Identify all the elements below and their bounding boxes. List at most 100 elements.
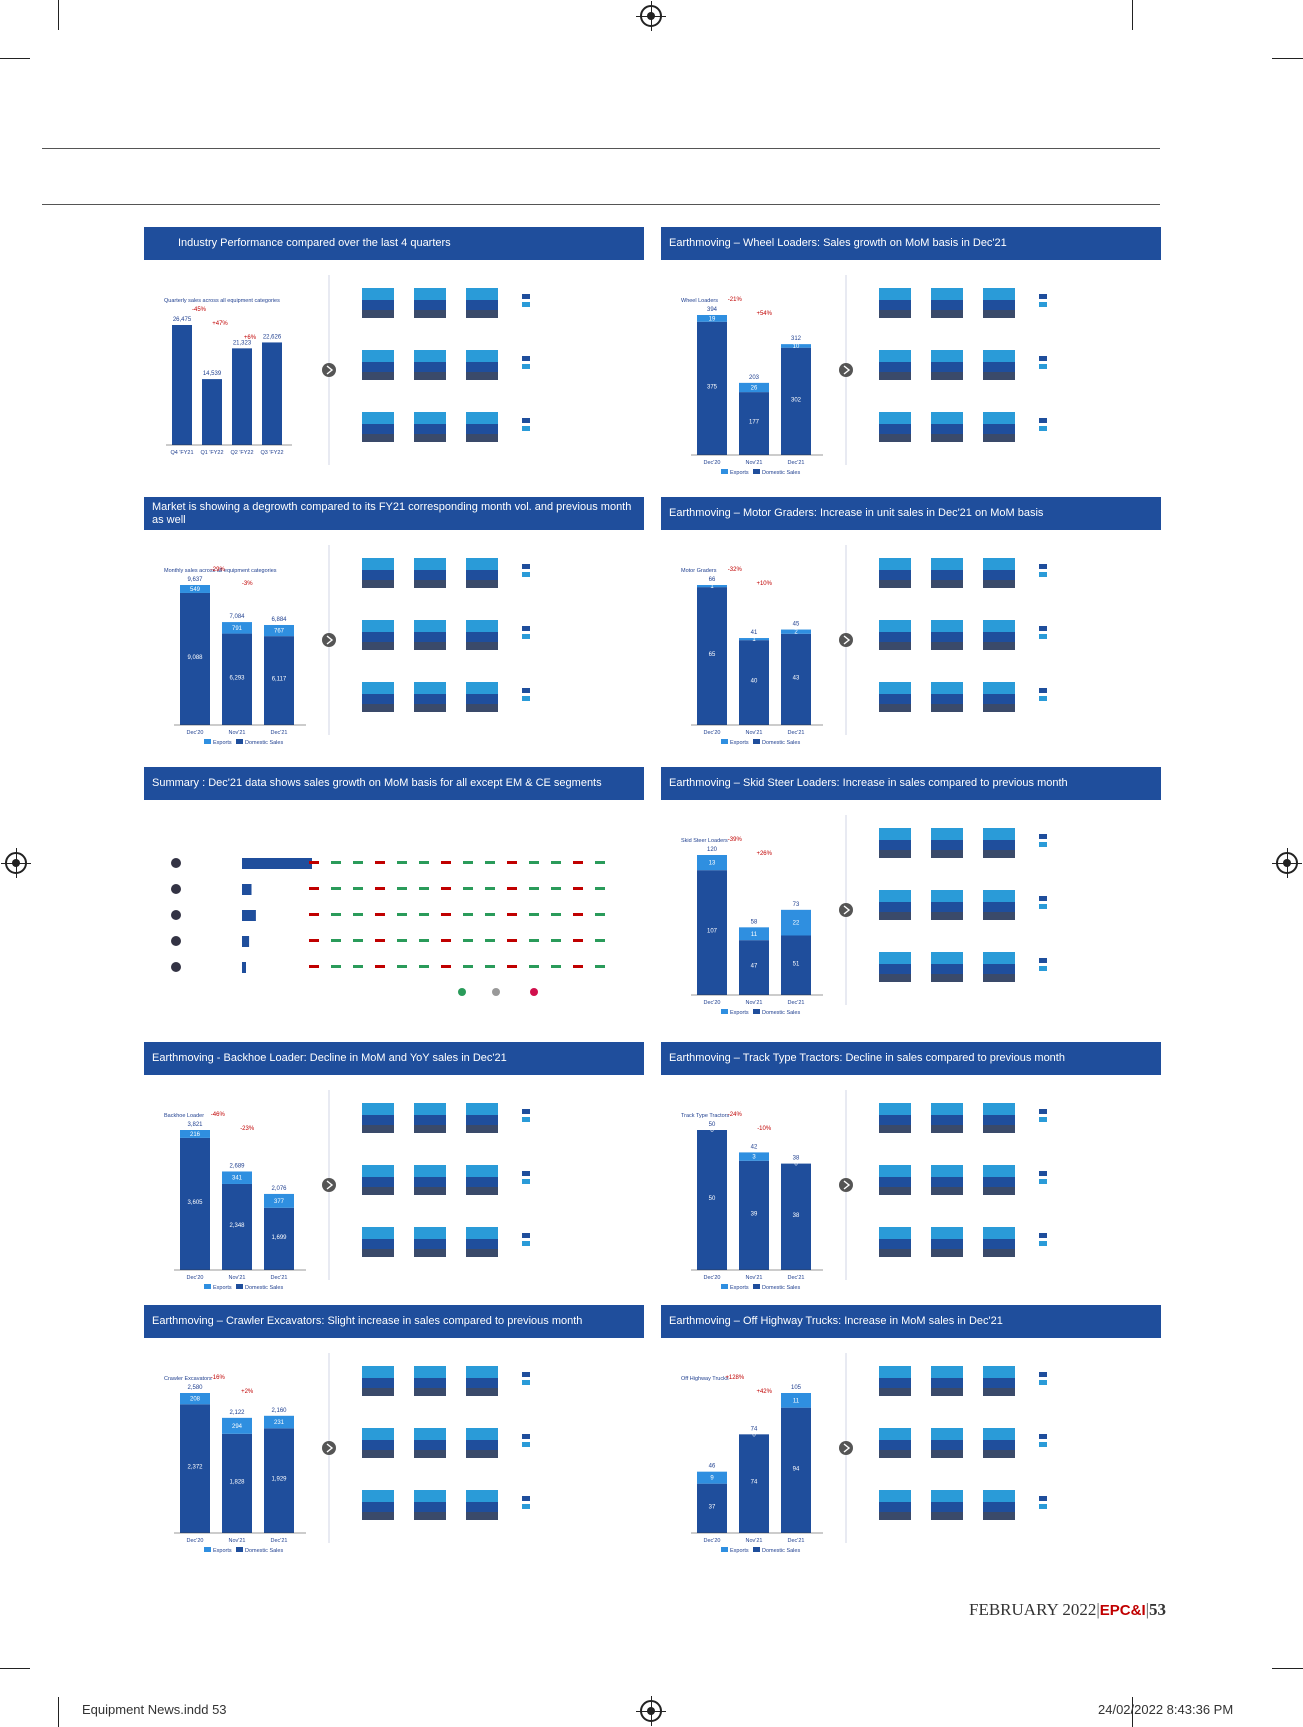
mini-bar-segment	[466, 570, 498, 580]
mini-bar-segment	[931, 620, 963, 632]
bar-total-label: 46	[709, 1464, 716, 1470]
mini-legend-swatch	[522, 564, 530, 569]
x-tick-label: Dec'21	[788, 1000, 805, 1006]
mini-bar-segment	[414, 1187, 446, 1195]
mini-bar-segment	[466, 1490, 498, 1502]
summary-cell	[309, 913, 319, 916]
bar-label-domestic: 1,828	[229, 1479, 245, 1485]
mini-bar-segment	[879, 434, 911, 442]
mini-legend-swatch	[1039, 364, 1047, 369]
change-annotation: +47%	[212, 321, 228, 327]
mini-bar-segment	[879, 902, 911, 912]
summary-cell	[595, 887, 605, 890]
change-annotation: -3%	[242, 581, 253, 587]
summary-cell	[441, 913, 451, 916]
mini-bar-segment	[983, 1502, 1015, 1512]
mini-legend-swatch	[1039, 1442, 1047, 1447]
mini-bar-segment	[931, 1378, 963, 1388]
panel-track-type-tractors: Earthmoving – Track Type Tractors: Decli…	[661, 1042, 1161, 1290]
x-tick-label: Dec'20	[187, 1538, 204, 1544]
bar-total-label: 42	[751, 1144, 758, 1150]
mini-bar-segment	[931, 694, 963, 704]
summary-cell	[507, 887, 517, 890]
x-tick-label: Dec'21	[271, 730, 288, 736]
mini-legend-swatch	[522, 1171, 530, 1176]
bar-exports	[222, 622, 252, 634]
mini-bar-segment	[879, 288, 911, 300]
mini-bar-segment	[983, 632, 1015, 642]
bar-label-exports: 11	[751, 932, 758, 938]
summary-cell	[441, 939, 451, 942]
mini-bar-segment	[362, 350, 394, 362]
mini-legend-swatch	[1039, 626, 1047, 631]
mini-bar-segment	[362, 1177, 394, 1187]
mini-bar-segment	[931, 704, 963, 712]
bar-domestic	[739, 1434, 769, 1533]
legend-label-domestic: Domestic Sales	[245, 740, 283, 745]
summary-cell	[551, 861, 561, 864]
mini-bar-segment	[931, 850, 963, 858]
slug-file: Equipment News.indd 53	[82, 1702, 227, 1717]
bar	[202, 379, 222, 445]
panel-body: Track Type Tractors 50 0 50 Dec'20 39 3 42 Nov'2…	[661, 1075, 1161, 1290]
change-annotation: -21%	[728, 297, 743, 303]
mini-bar-segment	[879, 570, 911, 580]
bar-label-exports: 19	[709, 316, 716, 322]
legend-label-domestic: Domestic Sales	[762, 470, 800, 475]
mini-legend-swatch	[522, 1496, 530, 1501]
bar-exports	[739, 1152, 769, 1161]
summary-cell	[353, 913, 363, 916]
mini-bar-segment	[466, 350, 498, 362]
mini-legend-swatch	[1039, 904, 1047, 909]
mini-bar-segment	[983, 580, 1015, 588]
mini-bar-segment	[983, 288, 1015, 300]
summary-cell	[595, 861, 605, 864]
mini-legend-swatch	[1039, 896, 1047, 901]
legend-nochange-icon	[492, 988, 500, 996]
legend-swatch-exports	[721, 1547, 728, 1552]
panel-title: Earthmoving - Backhoe Loader: Decline in…	[144, 1042, 644, 1075]
bar-total-label: 66	[709, 577, 716, 583]
mini-bar-segment	[414, 412, 446, 424]
mini-bar-segment	[362, 642, 394, 650]
summary-cell	[485, 913, 495, 916]
folio: FEBRUARY 2022|EPC&I|53	[969, 1600, 1167, 1619]
mini-bar-segment	[983, 570, 1015, 580]
mini-bar-segment	[983, 694, 1015, 704]
mini-bar-segment	[414, 1165, 446, 1177]
mini-legend-swatch	[1039, 842, 1047, 847]
mini-bar-segment	[414, 300, 446, 310]
bar-label-domestic: 6,293	[229, 675, 245, 681]
mini-bar-segment	[362, 1366, 394, 1378]
mini-bar-segment	[466, 424, 498, 434]
bar-total-label: 3,821	[187, 1122, 203, 1128]
mini-bar-segment	[879, 1125, 911, 1133]
arrow-icon	[839, 633, 853, 647]
x-tick-label: Nov'21	[746, 1538, 763, 1544]
mini-bar-segment	[362, 1227, 394, 1239]
mini-legend-swatch	[522, 418, 530, 423]
summary-cell	[485, 887, 495, 890]
mini-bar-segment	[879, 1450, 911, 1458]
mini-bar-segment	[362, 1440, 394, 1450]
mini-bar-segment	[466, 682, 498, 694]
mini-legend-swatch	[1039, 1241, 1047, 1246]
mini-bar-segment	[414, 1388, 446, 1396]
bar-domestic	[781, 633, 811, 725]
mini-bar-segment	[414, 1378, 446, 1388]
mini-bar-segment	[466, 1366, 498, 1378]
mini-bar-segment	[414, 1366, 446, 1378]
bar-total-label: 312	[791, 336, 802, 342]
mini-bar-segment	[879, 1177, 911, 1187]
bar-label-exports: 10	[793, 344, 800, 350]
mini-bar-segment	[931, 1249, 963, 1257]
mini-bar-segment	[414, 580, 446, 588]
legend-label-exports: Exports	[730, 1548, 749, 1553]
mini-legend-swatch	[522, 1372, 530, 1377]
bar-label-domestic: 50	[709, 1196, 716, 1202]
panel-title: Earthmoving – Wheel Loaders: Sales growt…	[661, 227, 1161, 260]
legend-swatch-domestic	[236, 739, 243, 744]
bar-domestic	[180, 592, 210, 725]
x-tick-label: Dec'21	[271, 1275, 288, 1281]
bar-domestic	[781, 1163, 811, 1270]
